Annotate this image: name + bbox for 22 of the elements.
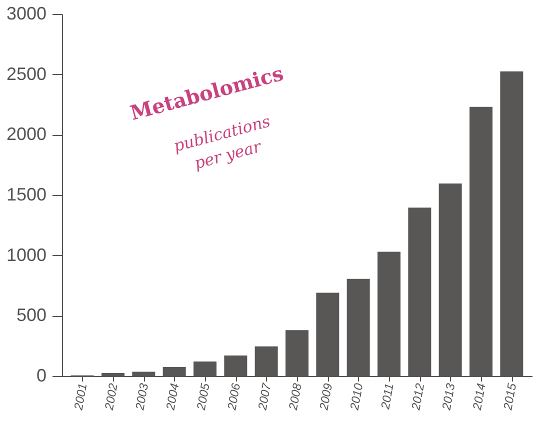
x-tick-label: 2013 — [439, 382, 458, 412]
x-tick-label: 2003 — [132, 382, 152, 412]
y-tick-label: 1500 — [6, 184, 46, 204]
y-tick-label: 3000 — [6, 4, 46, 24]
x-tick-label: 2001 — [71, 382, 90, 412]
x-tick-label: 2011 — [378, 382, 396, 412]
x-tick-label: 2005 — [194, 382, 212, 412]
x-tick-label: 2007 — [255, 380, 274, 412]
y-tick-label: 2500 — [6, 64, 46, 84]
x-tick-label: 2015 — [500, 382, 520, 412]
x-tick-label: 2002 — [102, 382, 120, 412]
x-tick-label: 2014 — [470, 382, 488, 412]
y-tick-label: 2000 — [6, 124, 46, 144]
x-tick-label: 2012 — [408, 382, 428, 412]
y-tick-label: 1000 — [6, 244, 46, 265]
y-tick-label: 0 — [36, 366, 46, 386]
x-tick-label: 2010 — [347, 382, 366, 412]
y-tick-label: 500 — [16, 305, 46, 326]
x-tick-label: 2006 — [224, 382, 244, 412]
x-tick-label: 2008 — [286, 382, 304, 412]
x-tick-label: 2009 — [316, 382, 336, 412]
x-tick-label: 2004 — [163, 382, 182, 412]
